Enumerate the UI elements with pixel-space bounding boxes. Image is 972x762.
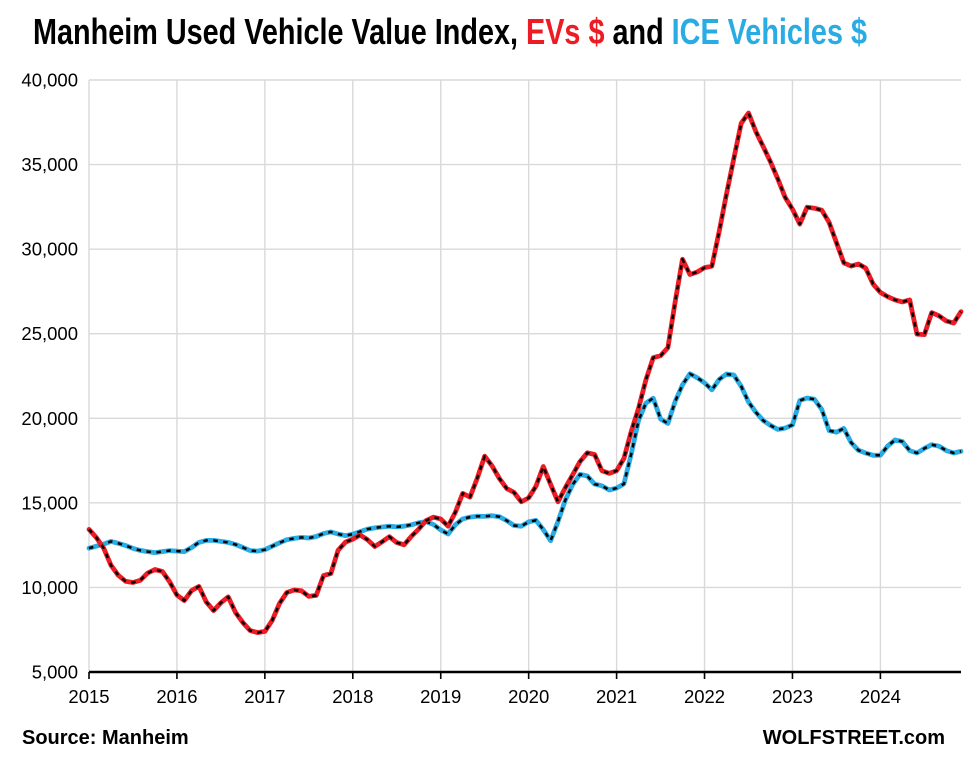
ice-line-dash-markers: [88, 372, 962, 554]
site-credit: WOLFSTREET.com: [762, 727, 945, 749]
x-tick-label: 2022: [684, 686, 725, 707]
y-tick-label: 20,000: [21, 408, 78, 429]
title-connector: and: [604, 11, 672, 52]
x-tick-label: 2017: [244, 686, 285, 707]
ice-line: [86, 371, 964, 555]
y-tick-label: 5,000: [32, 662, 78, 683]
y-tick-label: 15,000: [21, 492, 78, 513]
title-main-text: Manheim Used Vehicle Value Index,: [33, 11, 526, 52]
ev-line: [86, 110, 964, 635]
chart-title: Manheim Used Vehicle Value Index, EVs $ …: [33, 12, 867, 52]
x-tick-label: 2015: [68, 686, 109, 707]
source-note: Source: Manheim: [22, 727, 189, 749]
y-tick-label: 10,000: [21, 577, 78, 598]
x-tick-label: 2016: [156, 686, 197, 707]
x-tick-label: 2019: [420, 686, 461, 707]
x-tick-label: 2020: [508, 686, 549, 707]
y-tick-label: 30,000: [21, 239, 78, 260]
y-tick-label: 25,000: [21, 323, 78, 344]
x-tick-label: 2021: [596, 686, 637, 707]
y-tick-label: 40,000: [21, 70, 78, 91]
x-tick-label: 2018: [332, 686, 373, 707]
x-tick-label: 2024: [860, 686, 901, 707]
ev-line-dash-markers: [88, 111, 963, 634]
y-tick-label: 35,000: [21, 154, 78, 175]
title-ev-label: EVs $: [526, 11, 605, 52]
x-tick-label: 2023: [772, 686, 813, 707]
title-ice-label: ICE Vehicles $: [671, 11, 867, 52]
